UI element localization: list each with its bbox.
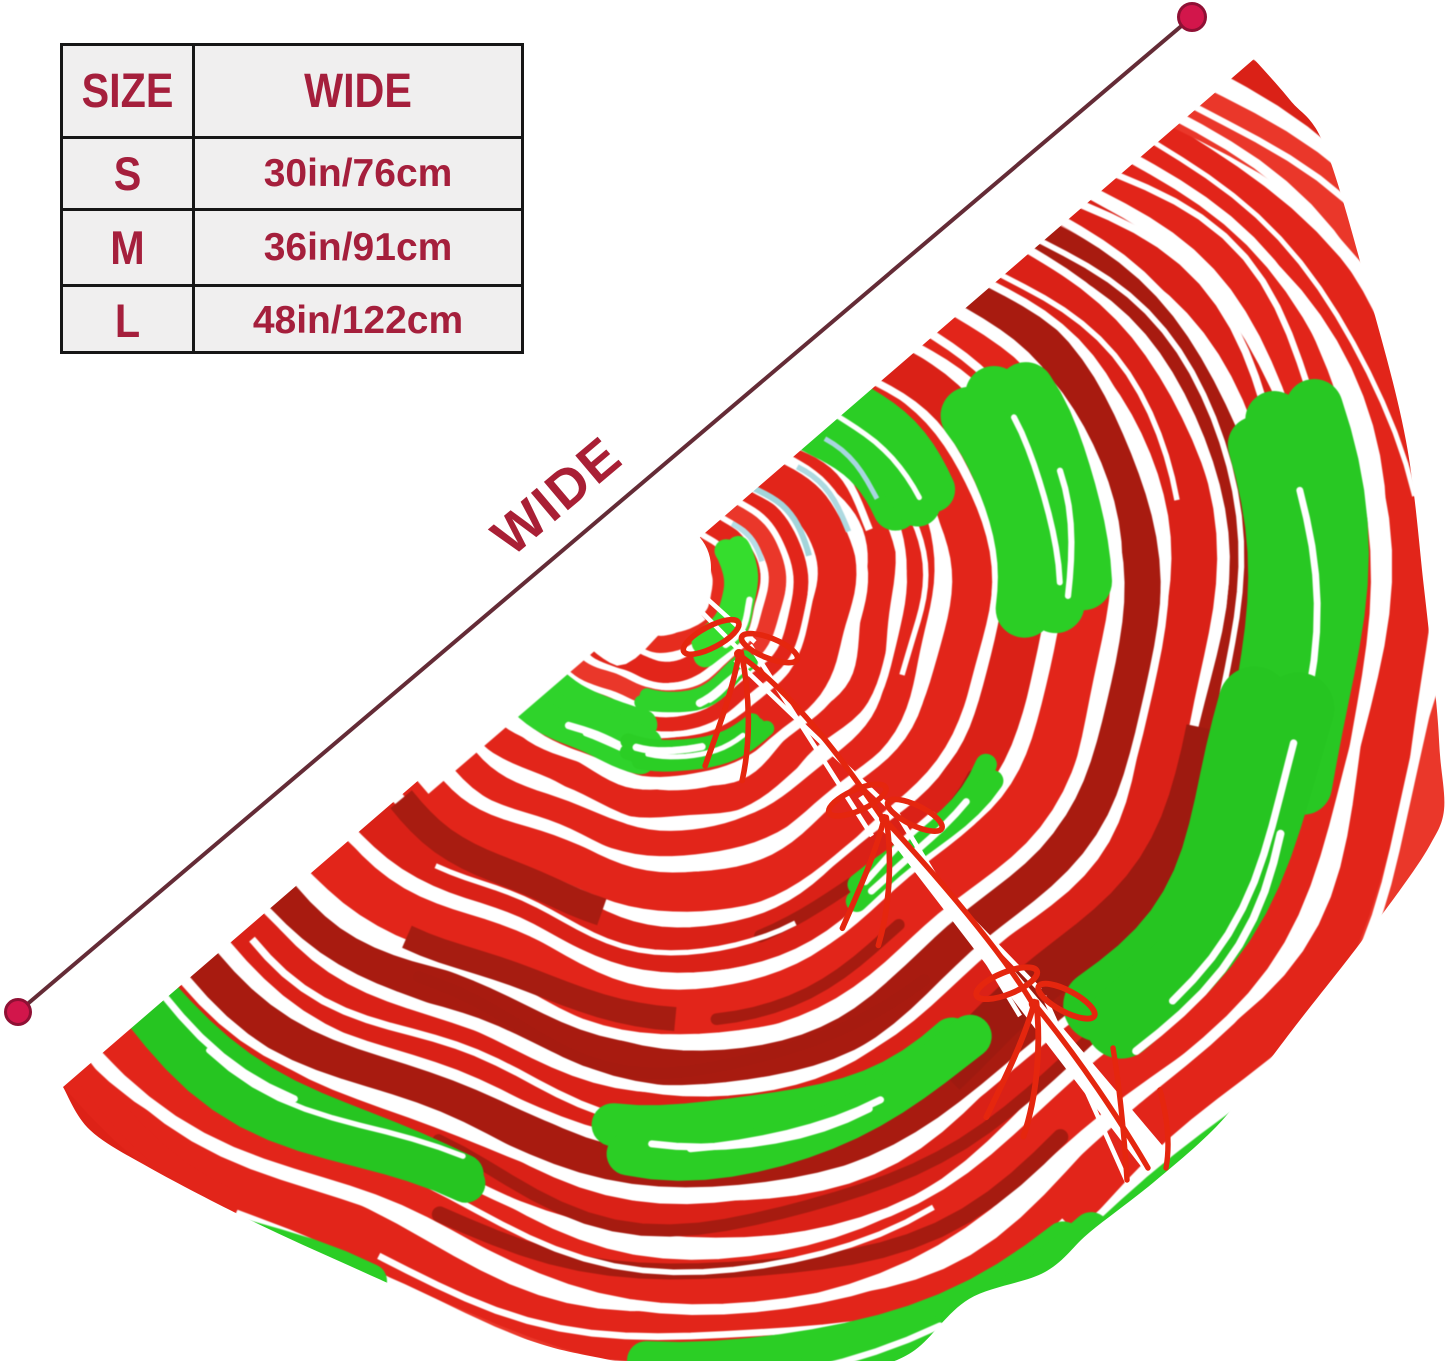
svg-text:WIDE: WIDE: [481, 425, 634, 567]
